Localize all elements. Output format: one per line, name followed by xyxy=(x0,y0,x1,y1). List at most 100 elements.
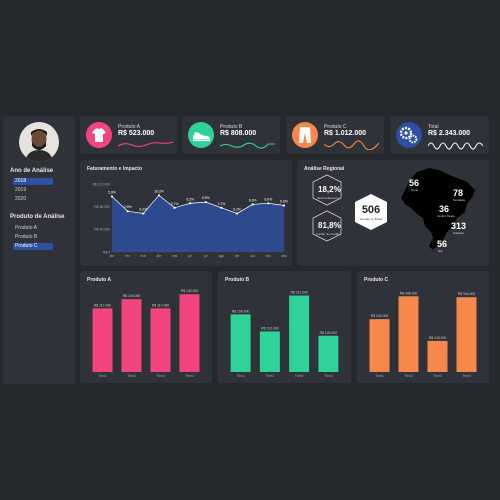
total-sales-label: Vendas no Brasil xyxy=(359,217,383,221)
sparkline xyxy=(428,142,483,150)
x-tick-label: Trim3 xyxy=(295,374,304,378)
x-tick-label: set xyxy=(235,254,240,258)
bar-value-label: R$ 344.000 xyxy=(458,292,476,296)
y-tick-label: R$ 0 xyxy=(103,250,110,254)
bar xyxy=(369,319,390,372)
bar xyxy=(179,294,200,372)
card-hexagon xyxy=(312,210,342,242)
bar-value-label: R$ 143.000 xyxy=(429,336,447,340)
x-tick-label: Trim4 xyxy=(185,374,194,378)
bar-value-label: R$ 211.000 xyxy=(290,291,307,295)
x-tick-label: ago xyxy=(219,254,225,258)
data-point xyxy=(173,206,176,209)
region-nordeste-value: 78 xyxy=(453,188,464,198)
x-tick-label: nov xyxy=(266,254,272,258)
data-label: 6,2% xyxy=(186,197,194,201)
kpi-card-produto-a: Produto A R$ 523.000 xyxy=(80,116,177,154)
x-tick-label: dez xyxy=(281,254,287,258)
bar-value-label: R$ 159.000 xyxy=(232,309,250,313)
year-option-2018[interactable]: 2018 xyxy=(13,178,53,185)
data-label: 6,9% xyxy=(249,198,257,202)
total-hexagon xyxy=(355,194,387,230)
regional-graphic xyxy=(312,168,475,250)
bar xyxy=(230,314,251,372)
x-tick-label: jun xyxy=(187,254,193,258)
product-option-b[interactable]: Produto B xyxy=(15,234,38,240)
card-value: R$ 2.343.000 xyxy=(428,130,471,137)
x-tick-label: Trim2 xyxy=(127,374,136,378)
data-label: 5,9% xyxy=(108,190,116,194)
data-point xyxy=(110,195,114,198)
sidebar-panel: Ano de Análise 2018 2019 2020 Produto de… xyxy=(3,116,75,384)
x-tick-label: Trim4 xyxy=(324,374,333,378)
data-point xyxy=(282,204,286,207)
card-value: R$ 1.012.000 xyxy=(324,130,367,137)
regional-panel: Análise Regional 18,2% Beleza Besouro 81… xyxy=(297,160,489,266)
card-name: Produto B xyxy=(220,124,243,130)
bar-value-label: R$ 100.000 xyxy=(320,331,338,335)
region-norte-value: 56 xyxy=(409,178,420,188)
y-tick-label: R$ 40.000 xyxy=(94,228,110,232)
data-label: 2,7% xyxy=(218,202,226,206)
x-tick-label: Trim3 xyxy=(433,374,442,378)
data-label: 6,6% xyxy=(280,200,288,204)
sparkline xyxy=(220,142,275,149)
series-line xyxy=(111,194,285,214)
sparkline xyxy=(324,140,379,150)
year-option-2019[interactable]: 2019 xyxy=(15,187,27,193)
x-tick-label: abr xyxy=(156,254,162,258)
produto-a-title: Produto A xyxy=(87,277,111,283)
bar-value-label: R$ 134.000 xyxy=(123,294,141,298)
faturamento-chart: R$ 120.000 R$ 80.000 R$ 40.000 R$ 0 5,9% jan 2… xyxy=(92,182,288,258)
region-sul-value: 56 xyxy=(437,239,448,249)
data-point xyxy=(157,194,161,197)
avatar xyxy=(19,122,59,162)
region-sul-name: Sul xyxy=(438,249,443,253)
y-tick-label: R$ 80.000 xyxy=(94,205,110,209)
data-point xyxy=(267,202,270,205)
data-point xyxy=(204,201,207,204)
x-tick-label: out xyxy=(250,254,255,258)
data-label: 2,9% xyxy=(124,205,132,209)
retail-label: Beleza Besouro xyxy=(317,196,339,200)
bar xyxy=(121,299,142,372)
x-tick-label: Trim4 xyxy=(462,374,471,378)
bar xyxy=(456,297,477,372)
sparkline xyxy=(118,141,173,148)
retail-hexagon xyxy=(312,174,342,206)
x-tick-label: Trim3 xyxy=(156,374,165,378)
card-label: Cartão de Crédito xyxy=(316,232,340,236)
gears-icon xyxy=(396,122,422,148)
kpi-card-produto-c: Produto C R$ 1.012.000 xyxy=(286,116,384,154)
data-point xyxy=(189,202,192,205)
product-filter-title: Produto de Análise xyxy=(10,214,65,220)
data-point xyxy=(142,212,145,215)
region-sudeste-value: 313 xyxy=(451,221,467,231)
product-option-c[interactable]: Produto C xyxy=(13,243,53,250)
card-value: R$ 808.000 xyxy=(220,130,257,137)
x-tick-label: mai xyxy=(172,254,178,258)
x-tick-label: Trim1 xyxy=(375,374,384,378)
retail-pct: 18,2% xyxy=(318,185,341,194)
y-tick-label: R$ 120.000 xyxy=(92,182,110,186)
region-norte-name: Norte xyxy=(411,188,419,192)
brazil-map xyxy=(401,168,475,250)
data-label: 6,9% xyxy=(202,196,210,200)
region-centro-oeste-name: Centro Oeste xyxy=(437,214,455,218)
produto-b-panel: Produto B R$ 159.000 Trim1 R$ 112.000 Trim2… xyxy=(218,271,351,383)
bar xyxy=(398,296,419,372)
total-sales-value: 506 xyxy=(361,204,381,216)
region-nordeste-name: Nordeste xyxy=(453,198,466,202)
produto-b-bar-chart: R$ 159.000 Trim1 R$ 112.000 Trim2 R$ 211.000… xyxy=(230,291,339,378)
x-tick-label: Trim2 xyxy=(404,374,413,378)
data-point xyxy=(220,206,223,209)
product-option-a[interactable]: Produto A xyxy=(15,225,37,231)
data-label: 6,2% xyxy=(233,207,241,211)
bar-value-label: R$ 112.000 xyxy=(261,326,278,330)
year-option-2020[interactable]: 2020 xyxy=(15,196,27,202)
produto-c-bar-chart: R$ 243.000 Trim1 R$ 348.000 Trim2 R$ 143.000… xyxy=(369,291,477,378)
bar xyxy=(318,335,339,372)
x-tick-label: Trim1 xyxy=(98,374,107,378)
regional-title: Análise Regional xyxy=(304,166,345,172)
year-filter-title: Ano de Análise xyxy=(10,168,54,174)
